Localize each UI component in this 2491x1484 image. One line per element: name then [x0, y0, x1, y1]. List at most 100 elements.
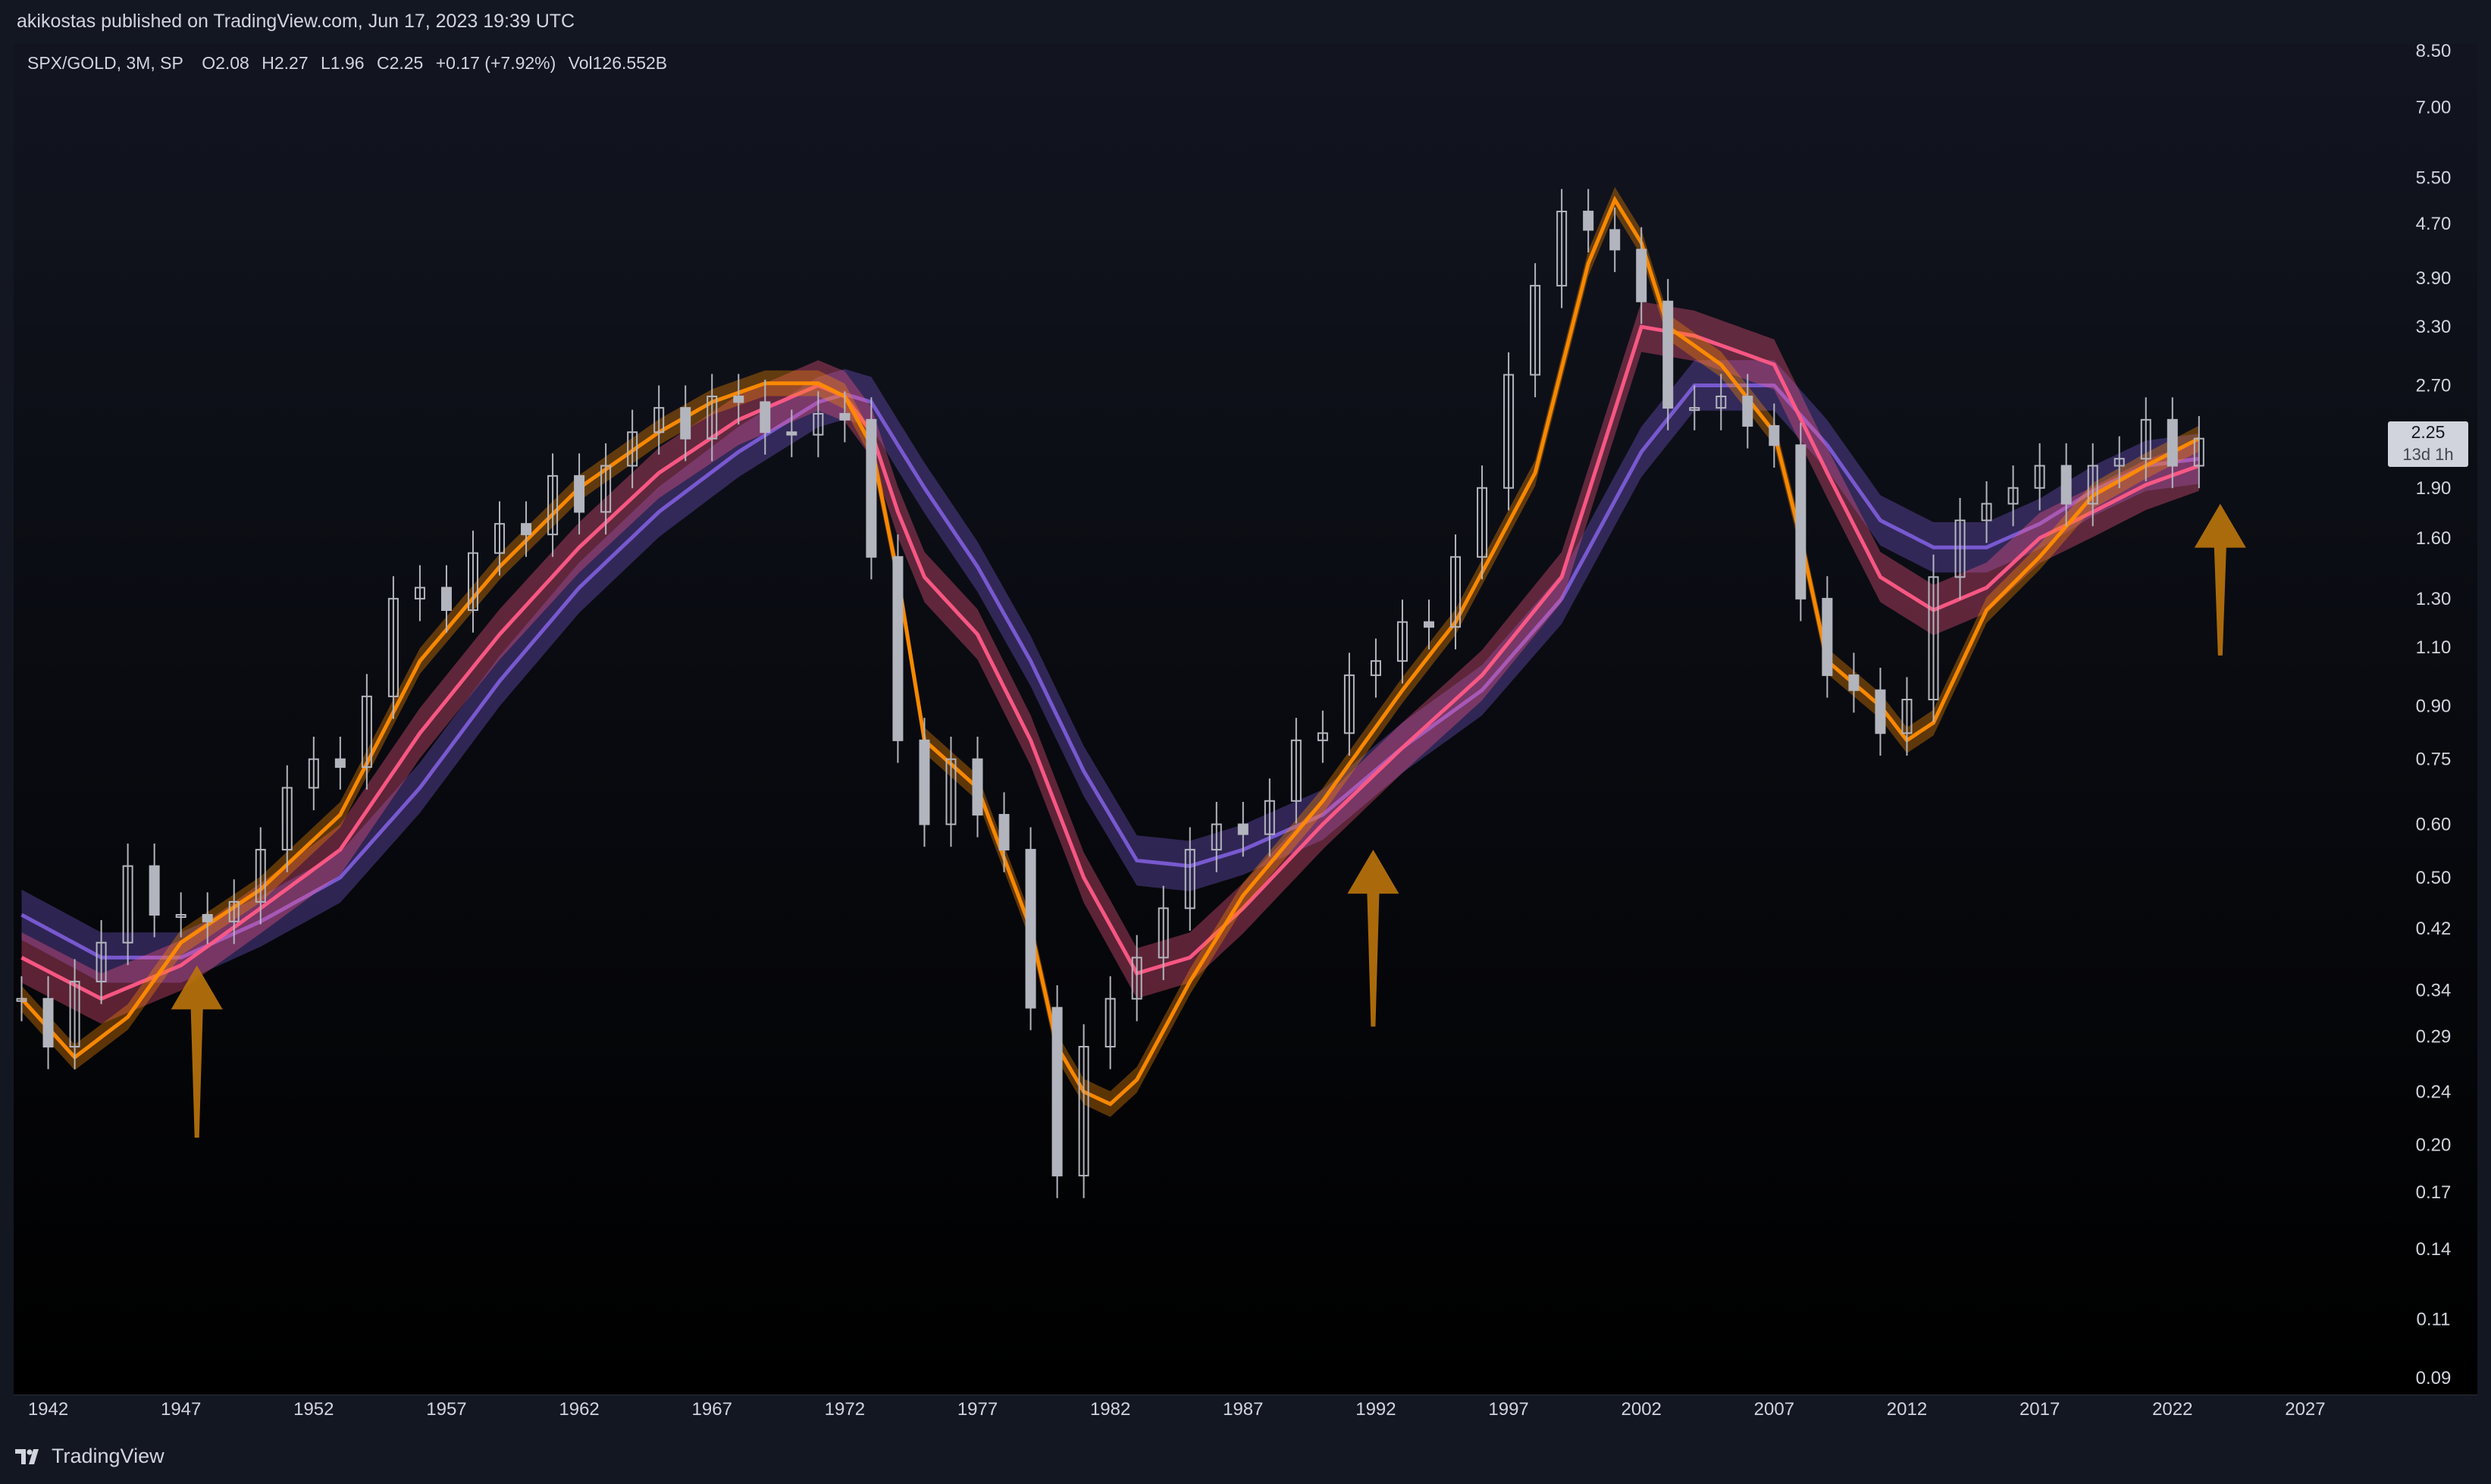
candle [1370, 638, 1381, 698]
candle [1875, 668, 1886, 756]
chart-area[interactable] [14, 44, 2477, 1395]
candle [202, 892, 213, 944]
tradingview-logo-text: TradingView [52, 1445, 164, 1467]
candle-body [149, 865, 160, 916]
candle-body [839, 412, 851, 421]
candle [2167, 397, 2178, 489]
candle [1290, 718, 1302, 824]
candle [813, 391, 824, 458]
candle-body [760, 401, 771, 434]
candle [1556, 189, 1568, 308]
candle-body [866, 418, 877, 558]
candle-body [1636, 249, 1647, 302]
candle-body [387, 597, 399, 697]
candle [1211, 801, 1222, 872]
candle-body [1981, 502, 1992, 521]
footer [0, 1425, 2491, 1484]
tradingview-logo[interactable]: TradingView [15, 1445, 164, 1468]
candle-body [308, 758, 319, 789]
x-tick-label: 2007 [1754, 1399, 1794, 1420]
candle-body [919, 739, 930, 825]
candlesticks [16, 189, 2204, 1198]
candle [1662, 279, 1674, 430]
legend-high: H2.27 [262, 53, 309, 73]
candle-body [467, 552, 478, 611]
price-chart[interactable]: 8.50 7.00 5.50 4.70 3.90 3.30 2.70 1.90 1.60 1.30… [0, 0, 2491, 1425]
candle [600, 443, 612, 535]
candle [1104, 976, 1116, 1069]
y-tick-label: 0.14 [2416, 1239, 2452, 1260]
legend-change: +0.17 (+7.92%) [435, 53, 556, 73]
candle-body [1954, 519, 1966, 578]
publish-line: akikostas published on TradingView.com, … [17, 11, 575, 32]
legend-volume: Vol126.552B [568, 53, 668, 73]
x-tick-label: 1952 [293, 1399, 334, 1420]
y-tick-label: 0.75 [2416, 750, 2452, 770]
x-tick-label: 1992 [1355, 1399, 1396, 1420]
candle-body [1025, 849, 1036, 1009]
x-tick-label: 2002 [1622, 1399, 1662, 1420]
candle [1609, 207, 1621, 272]
candle [1450, 534, 1462, 650]
candle-body [1237, 823, 1249, 835]
candle [1078, 1024, 1089, 1198]
candle-body [1848, 674, 1860, 691]
candle-body [1583, 211, 1594, 231]
y-tick-label: 0.60 [2416, 815, 2452, 835]
candle-body [600, 465, 612, 513]
candle [69, 959, 80, 1069]
x-tick-label: 1997 [1488, 1399, 1528, 1420]
fast-band-line [20, 196, 2200, 1107]
candle [42, 976, 54, 1069]
candle [2193, 416, 2204, 489]
y-tick-label: 0.90 [2416, 696, 2452, 716]
legend-symbol[interactable]: SPX/GOLD, 3M, SP [27, 53, 183, 73]
candle [945, 737, 957, 847]
candle [1742, 374, 1753, 449]
x-tick-label: 1987 [1223, 1399, 1263, 1420]
symbol-legend[interactable]: SPX/GOLD, 3M, SP O2.08 H2.27 L1.96 C2.25… [27, 53, 675, 74]
candle [1716, 374, 1727, 430]
candle-body [494, 523, 506, 554]
y-tick-label: 8.50 [2416, 41, 2452, 61]
candle-body [1051, 1007, 1063, 1177]
y-tick-label: 4.70 [2416, 214, 2452, 234]
candle [1051, 985, 1063, 1198]
candle-body [733, 396, 744, 403]
last-price-tag: 2.25 13d 1h [2388, 421, 2468, 467]
y-tick-label: 0.24 [2416, 1082, 2452, 1102]
y-tick-label: 3.30 [2416, 317, 2452, 337]
candle-body [1131, 956, 1142, 1000]
candle [2087, 443, 2098, 527]
candle-body [122, 865, 133, 944]
x-tick-label: 1957 [426, 1399, 466, 1420]
candle [1848, 653, 1860, 713]
candle-body [1317, 732, 1328, 741]
y-tick-label: 3.90 [2416, 268, 2452, 289]
candle [627, 409, 638, 489]
mid-band-fill [21, 302, 2199, 1024]
publish-bar: akikostas published on TradingView.com, … [0, 0, 2491, 44]
candle-body [1875, 689, 1886, 734]
up-arrow [171, 965, 223, 1138]
candle [1396, 600, 1408, 684]
y-tick-label: 1.10 [2416, 637, 2452, 658]
price-axis: 8.50 7.00 5.50 4.70 3.90 3.30 2.70 1.90 1.60 1.30… [2416, 41, 2452, 1389]
candle [1954, 497, 1966, 600]
candle [440, 565, 452, 633]
candle [1636, 227, 1647, 324]
candle [361, 674, 372, 790]
candle [760, 379, 771, 455]
candle [1928, 554, 1939, 722]
candle [1477, 465, 1488, 580]
slow-band-line [20, 384, 2200, 960]
candle [1237, 801, 1249, 857]
candle [707, 374, 718, 462]
candle [1901, 677, 1913, 756]
candle [228, 879, 240, 944]
x-tick-label: 1967 [692, 1399, 732, 1420]
y-tick-label: 1.30 [2416, 589, 2452, 609]
candle [2140, 397, 2151, 481]
candle-body [1662, 300, 1674, 409]
candle-body [972, 758, 983, 816]
